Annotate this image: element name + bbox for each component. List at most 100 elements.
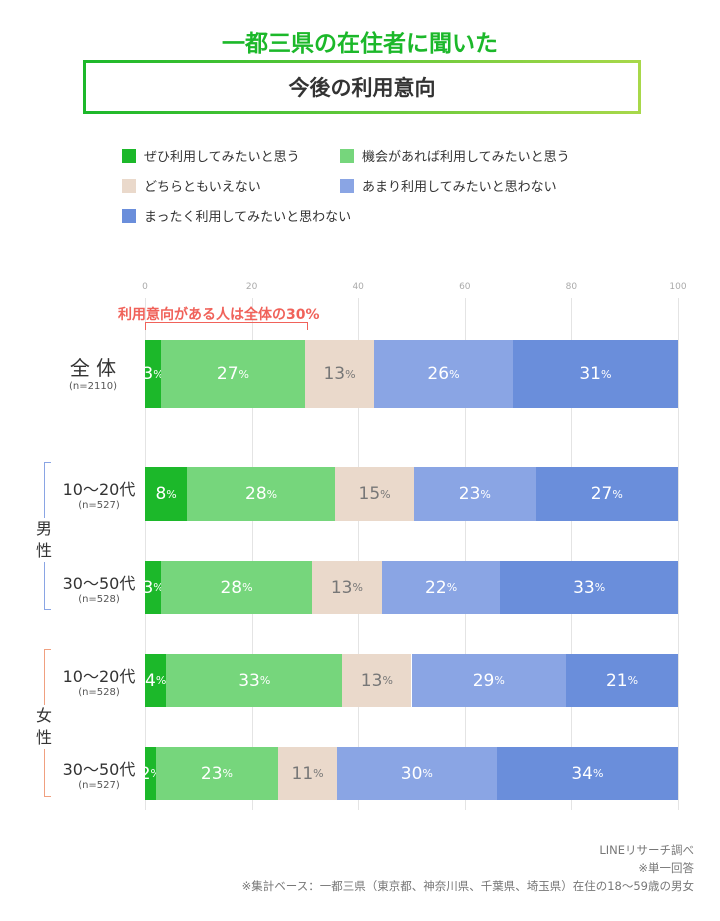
bar-segment: 23% — [155, 747, 279, 800]
data-label: 21 — [605, 670, 628, 691]
data-label-unit: % — [627, 674, 639, 687]
row-label: 10〜20代 (n=527) — [44, 476, 154, 511]
row-label: 30〜50代 (n=527) — [44, 756, 154, 791]
data-label-unit: % — [594, 581, 606, 594]
legend-item: ぜひ利用してみたいと思う — [122, 146, 300, 165]
group-male: 男 性 — [34, 518, 54, 562]
data-label-unit: % — [222, 767, 233, 780]
legend-swatch — [122, 208, 136, 223]
chart-subtitle: 今後の利用意向 — [83, 60, 641, 114]
bar-segment: 33% — [500, 561, 678, 614]
legend-label: どちらともいえない — [144, 180, 261, 195]
data-label-unit: % — [422, 767, 433, 780]
bar-segment: 3% — [142, 340, 164, 408]
row-label-main: 全 体 — [69, 356, 117, 380]
bar-segment: 13% — [342, 654, 412, 707]
data-label: 33 — [238, 670, 260, 691]
row-label-n: (n=528) — [78, 593, 120, 605]
legend-item: あまり利用してみたいと思わない — [340, 176, 557, 195]
annotation-bracket — [145, 322, 308, 330]
data-label-unit: % — [612, 487, 623, 501]
annotation-note: 利用意向がある人は全体の30% — [118, 307, 320, 323]
data-label: 28 — [220, 577, 243, 598]
legend-label: あまり利用してみたいと思わない — [362, 180, 557, 195]
chart-title: 一都三県の在住者に聞いた — [222, 31, 498, 57]
data-label-unit: % — [494, 674, 505, 687]
bar-row: 4% 33% 13% 29% 21% — [145, 654, 678, 707]
row-label: 全 体 (n=2110) — [38, 352, 148, 392]
data-label-unit: % — [259, 674, 271, 687]
data-label-unit: % — [382, 674, 393, 687]
bar-segment: 4% — [145, 654, 167, 707]
row-label: 30〜50代 (n=528) — [44, 570, 154, 605]
data-label: 27 — [216, 364, 239, 384]
legend-label: 機会があれば利用してみたいと思う — [362, 150, 570, 165]
data-label: 4 — [145, 670, 156, 691]
data-label-unit: % — [480, 487, 491, 501]
bar-segment: 28% — [161, 561, 312, 614]
legend-swatch — [340, 178, 354, 193]
x-tick-label: 60 — [459, 282, 471, 292]
data-label-unit: % — [600, 367, 612, 381]
bar-segment: 31% — [512, 340, 678, 408]
subtitle-text: 今後の利用意向 — [288, 76, 436, 100]
bar-segment: 21% — [566, 654, 678, 707]
row-label-n: (n=527) — [78, 779, 120, 791]
row-label-n: (n=527) — [78, 500, 120, 511]
data-label-unit: % — [446, 581, 458, 594]
gridline — [358, 298, 360, 810]
data-label: 30 — [400, 763, 423, 784]
data-label: 27 — [590, 484, 613, 504]
legend-label: ぜひ利用してみたいと思う — [144, 150, 300, 165]
data-label: 13 — [330, 577, 353, 598]
bar-segment: 13% — [311, 561, 382, 614]
x-tick-label: 20 — [245, 282, 258, 292]
data-label-unit: % — [153, 581, 164, 594]
data-label: 28 — [245, 484, 267, 504]
legend-swatch — [122, 178, 136, 193]
row-label-n: (n=2110) — [69, 381, 117, 392]
data-label: 22 — [425, 577, 447, 598]
data-label: 13 — [360, 670, 383, 691]
footer-base: ※集計ベース：一都三県（東京都、神奈川県、千葉県、埼玉県）在住の18〜59歳の男… — [241, 879, 694, 893]
x-tick-label: 0 — [142, 282, 148, 292]
legend-swatch — [340, 148, 354, 163]
gridline — [678, 298, 679, 810]
data-label-unit: % — [380, 487, 391, 501]
data-label: 23 — [458, 484, 481, 504]
data-label-unit: % — [153, 367, 164, 381]
data-label-unit: % — [238, 367, 249, 381]
data-label: 31 — [579, 364, 601, 384]
bar-segment: 26% — [374, 340, 513, 408]
data-label: 26 — [427, 364, 450, 384]
bar-row: 2%23%11%30%34% — [140, 747, 678, 800]
footer-source: LINEリサーチ調べ — [599, 843, 694, 857]
data-label-unit: % — [592, 767, 604, 780]
x-tick-label: 100 — [669, 282, 687, 292]
data-label-unit: % — [313, 767, 324, 780]
data-label: 34 — [571, 763, 593, 784]
x-tick-label: 80 — [565, 282, 578, 292]
legend-item: まったく利用してみたいと思わない — [122, 206, 351, 225]
footer-single: ※単一回答 — [638, 861, 694, 875]
bar-segment: 27% — [160, 340, 305, 408]
gridline — [251, 298, 253, 810]
bar-row: 3% 27% 13% 26% 31% — [142, 340, 678, 408]
bar-row: 8% 28% 15% 23% 27% — [145, 467, 678, 521]
bar-segment: 3% — [142, 561, 164, 614]
bar-segment: 33% — [166, 654, 343, 707]
x-tick-label: 40 — [352, 282, 364, 292]
row-label-main: 30〜50代 — [62, 759, 136, 779]
bar-segment: 11% — [278, 747, 337, 800]
bar-segment: 28% — [187, 467, 335, 521]
data-label: 8 — [155, 484, 167, 504]
data-label: 29 — [472, 670, 495, 691]
gridline — [145, 298, 146, 810]
data-label: 3 — [142, 577, 154, 598]
row-label-main: 30〜50代 — [62, 573, 136, 593]
row-label: 10〜20代 (n=528) — [44, 663, 154, 698]
gridline — [571, 298, 573, 810]
bar-segment: 22% — [381, 561, 501, 614]
data-label-unit: % — [266, 487, 278, 501]
